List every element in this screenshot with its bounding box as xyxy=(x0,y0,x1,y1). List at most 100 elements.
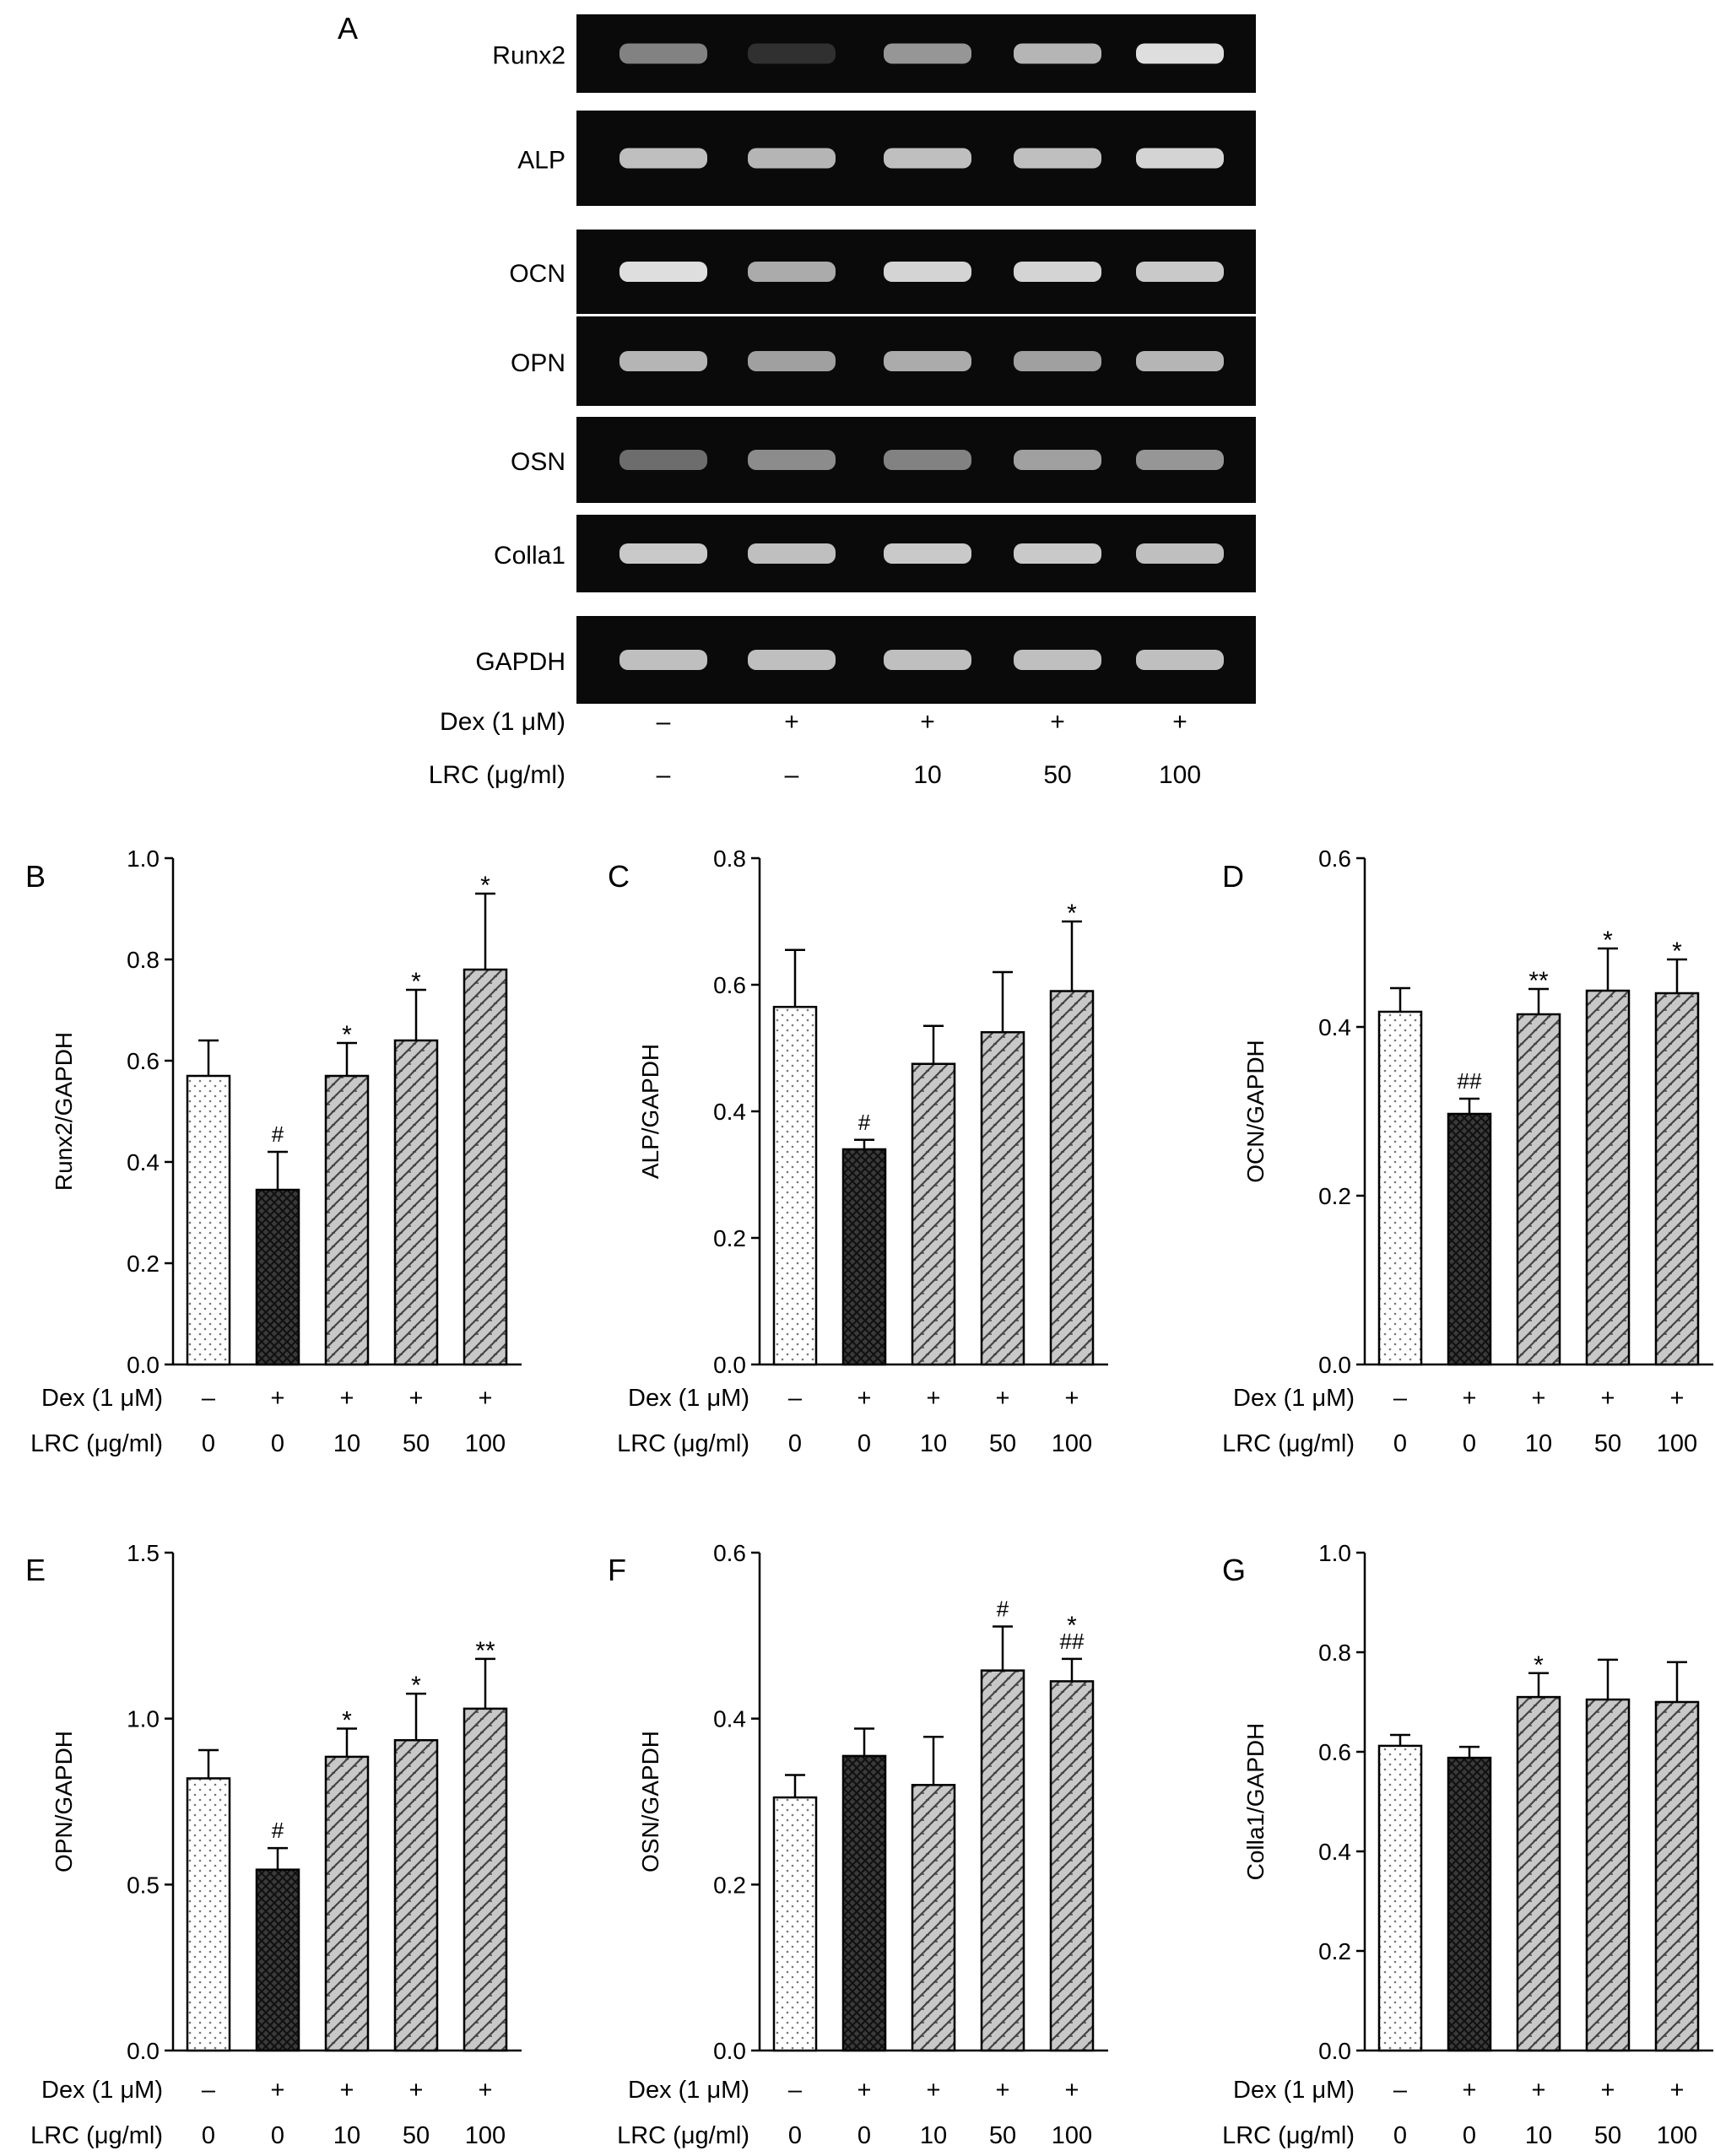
bar xyxy=(772,1006,818,1366)
gel-band xyxy=(884,650,971,670)
y-axis-label: OCN/GAPDH xyxy=(1242,1040,1269,1183)
bar xyxy=(1377,1010,1423,1366)
x-tick-label: 0 xyxy=(271,1430,284,1457)
x-tick-label: 50 xyxy=(989,1430,1016,1457)
y-axis-label: Colla1/GAPDH xyxy=(1242,1723,1269,1881)
dex-value: – xyxy=(1393,1385,1408,1412)
gel-band xyxy=(884,262,971,282)
gel-band xyxy=(748,351,836,371)
gel-band xyxy=(1014,450,1101,470)
bar-chart-f: F 0.0 0.2 0.4 0.6 OSN/GAPDH # *## Dex (1 μM) – + + +… xyxy=(608,1540,1108,2149)
gel-band xyxy=(884,43,971,64)
gel-row-colla1: Colla1 xyxy=(494,515,1256,592)
y-tick-label: 0.6 xyxy=(713,1540,746,1566)
bar xyxy=(1654,992,1700,1366)
y-tick-label: 0.2 xyxy=(713,1872,746,1898)
dex-value: – xyxy=(202,2077,216,2104)
significance-label: * xyxy=(1534,1651,1544,1679)
y-tick-label: 0.4 xyxy=(1318,1839,1351,1865)
dex-value: + xyxy=(927,2077,941,2104)
treatment-label: Dex (1 μM) xyxy=(41,1385,163,1412)
gel-row-label: OPN xyxy=(511,349,565,377)
y-tick-label: 1.0 xyxy=(127,846,160,872)
bar xyxy=(393,1738,439,2052)
x-tick-label: 50 xyxy=(403,1430,430,1457)
dex-value: + xyxy=(409,1385,424,1412)
significance-label: ** xyxy=(1528,967,1549,995)
y-axis-label: ALP/GAPDH xyxy=(637,1044,663,1179)
dex-value: – xyxy=(788,1385,803,1412)
treatment-label: LRC (μg/ml) xyxy=(30,2122,163,2149)
panel-label: F xyxy=(608,1553,626,1587)
y-tick-label: 0.8 xyxy=(127,947,160,973)
y-tick-label: 0.6 xyxy=(1318,846,1351,872)
x-tick-label: 100 xyxy=(1657,2122,1697,2149)
significance-label: * xyxy=(342,1706,352,1734)
gel-band xyxy=(1014,262,1101,282)
gel-band xyxy=(1136,148,1224,169)
x-tick-label: 10 xyxy=(920,2122,947,2149)
y-tick-label: 0.0 xyxy=(713,2038,746,2064)
y-axis-label: Runx2/GAPDH xyxy=(51,1032,77,1191)
x-tick-label: 0 xyxy=(788,1430,802,1457)
x-tick-label: 100 xyxy=(465,2122,506,2149)
significance-label: # xyxy=(272,1121,284,1147)
x-tick-label: 10 xyxy=(333,2122,360,2149)
y-tick-label: 0.2 xyxy=(713,1225,746,1251)
gel-band xyxy=(1014,543,1101,564)
gel-row-gapdh: GAPDH xyxy=(475,616,1256,704)
gel-row-label: Colla1 xyxy=(494,542,565,570)
x-tick-label: 0 xyxy=(1393,2122,1407,2149)
y-tick-label: 0.0 xyxy=(127,1352,160,1378)
x-tick-label: 50 xyxy=(1594,2122,1621,2149)
gel-band xyxy=(1136,450,1224,470)
bar xyxy=(1585,989,1631,1366)
y-tick-label: 0.5 xyxy=(127,1872,160,1898)
gel-treatment-label: LRC (μg/ml) xyxy=(429,761,565,789)
gel-band xyxy=(619,148,707,169)
gel-treatment-value: – xyxy=(657,761,671,789)
gel-treatment-value: + xyxy=(1172,708,1188,736)
x-tick-label: 10 xyxy=(1525,2122,1552,2149)
significance-label: * xyxy=(1672,938,1682,965)
x-tick-label: 0 xyxy=(202,2122,215,2149)
bar xyxy=(980,1669,1025,2052)
significance-label: ## xyxy=(1458,1068,1482,1094)
gel-band xyxy=(1136,351,1224,371)
gel-band xyxy=(619,43,707,64)
gel-row-runx2: Runx2 xyxy=(492,14,1256,93)
bar xyxy=(1585,1698,1631,2052)
bar xyxy=(324,1074,370,1366)
x-tick-label: 10 xyxy=(1525,1430,1552,1457)
y-axis-label: OSN/GAPDH xyxy=(637,1731,663,1872)
y-tick-label: 0.2 xyxy=(1318,1938,1351,1964)
gel-band xyxy=(619,650,707,670)
y-axis-label: OPN/GAPDH xyxy=(51,1731,77,1872)
gel-band xyxy=(748,450,836,470)
x-tick-label: 50 xyxy=(1594,1430,1621,1457)
bar xyxy=(841,1754,887,2052)
gel-panel: A Runx2 ALP OCN OPN OSN Colla1 GAPDH Dex (1 μM… xyxy=(338,11,1256,789)
bar xyxy=(463,1707,508,2052)
gel-band xyxy=(1014,650,1101,670)
y-tick-label: 0.0 xyxy=(1318,1352,1351,1378)
dex-value: + xyxy=(1670,1385,1685,1412)
dex-value: – xyxy=(202,1385,216,1412)
treatment-label: LRC (μg/ml) xyxy=(617,1430,749,1457)
bar xyxy=(911,1784,956,2052)
dex-value: + xyxy=(340,2077,354,2104)
gel-row-ocn: OCN xyxy=(509,230,1256,314)
dex-value: + xyxy=(858,2077,872,2104)
x-tick-label: 50 xyxy=(989,2122,1016,2149)
dex-value: + xyxy=(479,1385,493,1412)
significance-label: * xyxy=(411,1672,421,1699)
treatment-label: LRC (μg/ml) xyxy=(1222,1430,1355,1457)
x-tick-label: 0 xyxy=(1463,1430,1476,1457)
dex-value: + xyxy=(1532,2077,1546,2104)
x-tick-label: 0 xyxy=(858,1430,871,1457)
bar xyxy=(1516,1013,1561,1366)
gel-row-osn: OSN xyxy=(511,417,1256,503)
panel-label: C xyxy=(608,859,630,894)
significance-label: ** xyxy=(475,1637,495,1665)
